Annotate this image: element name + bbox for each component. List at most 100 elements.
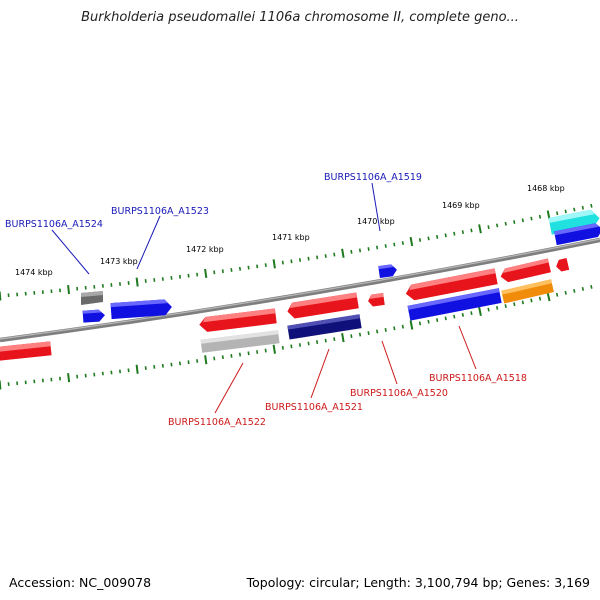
outer-tick-mark bbox=[418, 238, 422, 242]
outer-tick-mark bbox=[453, 231, 456, 236]
inner-tick-mark bbox=[393, 326, 396, 331]
inner-tick-mark bbox=[470, 311, 473, 316]
gene-label-a1519[interactable]: BURPS1106A_A1519 bbox=[324, 172, 422, 183]
outer-tick-mark bbox=[401, 241, 404, 245]
outer-tick-mark bbox=[393, 242, 396, 247]
leader-a1519 bbox=[371, 182, 381, 232]
inner-tick-mark bbox=[127, 368, 130, 373]
outer-tick-mark bbox=[478, 224, 482, 234]
gene-label-a1521[interactable]: BURPS1106A_A1521 bbox=[265, 402, 363, 413]
outer-tick-ring bbox=[0, 203, 593, 301]
gene-red-a1522-upper[interactable] bbox=[198, 308, 277, 332]
gene-a1522[interactable] bbox=[200, 330, 280, 353]
outer-tick-mark bbox=[324, 254, 327, 258]
inner-tick-mark bbox=[247, 351, 250, 356]
outer-tick-mark bbox=[135, 277, 139, 287]
outer-tick-mark bbox=[187, 273, 190, 278]
gene-a1520[interactable] bbox=[367, 292, 385, 307]
gene-a1521[interactable] bbox=[287, 314, 362, 340]
gene-a1519[interactable] bbox=[378, 264, 397, 279]
kbp-label-1474: 1474 kbp bbox=[15, 268, 53, 277]
outer-tick-mark bbox=[581, 205, 584, 210]
inner-tick-mark bbox=[564, 290, 567, 295]
gene-red-a1521-upper[interactable] bbox=[286, 292, 359, 319]
outer-tick-mark bbox=[196, 272, 199, 277]
outer-tick-mark bbox=[213, 270, 216, 275]
gene-label-a1520[interactable]: BURPS1106A_A1520 bbox=[350, 388, 448, 399]
outer-tick-mark bbox=[530, 216, 533, 221]
gene-orange[interactable] bbox=[501, 279, 554, 304]
inner-tick-mark bbox=[478, 306, 482, 317]
gene-label-a1522[interactable]: BURPS1106A_A1522 bbox=[168, 417, 266, 428]
outer-tick-mark bbox=[307, 256, 310, 261]
map-title: Burkholderia pseudomallei 1106a chromoso… bbox=[81, 10, 519, 25]
outer-tick-mark bbox=[256, 264, 259, 269]
inner-tick-mark bbox=[573, 289, 576, 293]
inner-tick-mark bbox=[530, 298, 533, 303]
outer-tick-mark bbox=[573, 207, 576, 212]
gene-blue-small-left[interactable] bbox=[82, 309, 106, 323]
outer-tick-mark bbox=[298, 258, 302, 262]
inner-tick-mark bbox=[67, 373, 71, 383]
gene-red-a1518-upper[interactable] bbox=[404, 268, 498, 301]
outer-tick-mark bbox=[590, 203, 593, 208]
inner-tick-mark bbox=[213, 356, 216, 361]
inner-tick-mark bbox=[204, 355, 208, 365]
inner-tick-mark bbox=[272, 344, 276, 354]
gene-a1524[interactable] bbox=[81, 291, 103, 305]
inner-tick-mark bbox=[316, 340, 319, 345]
leader-a1520 bbox=[381, 340, 398, 385]
outer-tick-mark bbox=[272, 259, 276, 269]
outer-tick-mark bbox=[221, 269, 224, 274]
gene-label-a1523[interactable]: BURPS1106A_A1523 bbox=[111, 206, 209, 217]
outer-tick-mark bbox=[521, 218, 524, 223]
inner-tick-mark bbox=[538, 296, 542, 301]
inner-tick-mark bbox=[350, 334, 353, 339]
inner-tick-mark bbox=[504, 304, 507, 308]
inner-tick-mark bbox=[436, 318, 439, 322]
outer-tick-mark bbox=[204, 268, 208, 279]
inner-tick-mark bbox=[110, 370, 113, 375]
inner-tick-mark bbox=[76, 374, 79, 379]
leader-a1521 bbox=[310, 348, 330, 399]
gene-cyan[interactable] bbox=[548, 208, 600, 235]
outer-tick-mark bbox=[409, 236, 414, 247]
outer-tick-mark bbox=[67, 284, 70, 295]
inner-tick-mark bbox=[135, 364, 139, 374]
inner-tick-mark bbox=[590, 285, 593, 289]
gene-label-a1518[interactable]: BURPS1106A_A1518 bbox=[429, 373, 527, 384]
accession-text: Accession: NC_009078 bbox=[9, 575, 152, 590]
outer-tick-mark bbox=[487, 225, 490, 230]
gene-blue-right-top[interactable] bbox=[554, 222, 600, 246]
inner-tick-mark bbox=[418, 321, 422, 326]
outer-tick-mark bbox=[264, 263, 267, 268]
inner-tick-mark bbox=[238, 352, 242, 357]
outer-tick-mark bbox=[470, 228, 473, 233]
leader-a1524 bbox=[51, 229, 90, 275]
inner-tick-mark bbox=[487, 307, 490, 312]
outer-tick-mark bbox=[461, 230, 464, 235]
leader-a1518 bbox=[458, 325, 477, 370]
inner-tick-mark bbox=[513, 302, 516, 307]
outer-tick-mark bbox=[496, 223, 499, 228]
gene-red-tiny-right[interactable] bbox=[555, 258, 570, 272]
outer-tick-mark bbox=[384, 244, 387, 248]
inner-tick-mark bbox=[264, 348, 267, 353]
outer-tick-mark bbox=[230, 268, 233, 272]
inner-tick-mark bbox=[230, 353, 233, 358]
gene-a1518[interactable] bbox=[407, 288, 502, 321]
outer-tick-mark bbox=[564, 209, 567, 214]
outer-tick-mark bbox=[556, 211, 559, 216]
outer-tick-mark bbox=[161, 277, 164, 281]
inner-tick-mark bbox=[187, 360, 190, 365]
outer-tick-mark bbox=[170, 275, 173, 280]
gene-red-right[interactable] bbox=[499, 258, 551, 284]
gene-label-a1524[interactable]: BURPS1106A_A1524 bbox=[5, 219, 103, 230]
gene-a1523[interactable] bbox=[110, 299, 173, 320]
outer-tick-mark bbox=[367, 247, 370, 251]
gene-red-left-edge[interactable] bbox=[0, 341, 52, 362]
outer-tick-mark bbox=[427, 236, 430, 241]
inner-tick-mark bbox=[581, 287, 585, 291]
